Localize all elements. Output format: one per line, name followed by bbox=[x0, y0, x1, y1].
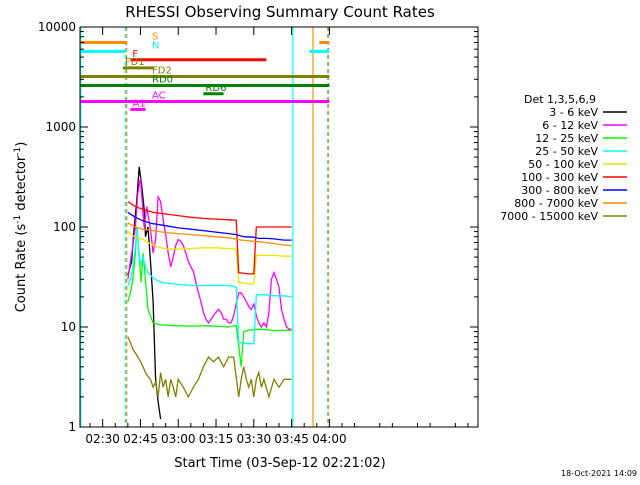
state-label-ac: AC bbox=[152, 90, 166, 101]
series-line-2 bbox=[127, 177, 292, 330]
y-axis-label: Count Rate (s-1 detector-1) bbox=[13, 142, 29, 313]
legend-label-7: 300 - 800 keV bbox=[521, 184, 598, 197]
y-tick-label-2: 10 bbox=[61, 320, 76, 334]
legend-title: Det 1,3,5,6,9 bbox=[524, 93, 596, 106]
y-tick-label-3: 100 bbox=[53, 220, 76, 234]
state-label-rd6: RD6 bbox=[205, 83, 226, 94]
timestamp-label: 18-Oct-2021 14:09 bbox=[561, 469, 637, 478]
legend-label-9: 7000 - 15000 keV bbox=[500, 210, 598, 223]
series-lines bbox=[127, 166, 292, 420]
vertical-markers bbox=[80, 27, 329, 427]
state-label-n: N bbox=[152, 40, 159, 51]
state-label-fd2: FD2 bbox=[152, 65, 172, 76]
axis-ticks: 02:30 02:45 03:00 03:15 03:30 03:45 04:00 1 10 10… bbox=[38, 20, 478, 446]
legend-label-5: 50 - 100 keV bbox=[528, 158, 598, 171]
series-line-7 bbox=[127, 211, 292, 241]
y-tick-label-1: 1 bbox=[68, 420, 76, 434]
x-tick-label-4: 03:15 bbox=[199, 432, 234, 446]
x-tick-label-3: 03:00 bbox=[161, 432, 196, 446]
legend-label-4: 25 - 50 keV bbox=[535, 145, 598, 158]
x-tick-label-6: 03:45 bbox=[274, 432, 309, 446]
series-line-4 bbox=[127, 229, 292, 345]
y-label-sup1: -1 bbox=[13, 215, 23, 224]
y-label-main: Count Rate (s bbox=[14, 224, 29, 313]
series-line-9 bbox=[127, 336, 292, 400]
legend-label-3: 12 - 25 keV bbox=[535, 132, 598, 145]
state-label-fd1: FD1 bbox=[125, 57, 145, 68]
y-tick-label-5: 10000 bbox=[38, 20, 76, 34]
y-tick-label-4: 1000 bbox=[45, 120, 76, 134]
series-line-8 bbox=[127, 222, 292, 247]
state-label-f: F bbox=[132, 49, 138, 60]
legend-label-1: 3 - 6 keV bbox=[549, 106, 598, 119]
y-label-end: ) bbox=[14, 142, 29, 147]
x-tick-label-5: 03:30 bbox=[237, 432, 272, 446]
x-tick-label-1: 02:30 bbox=[85, 432, 120, 446]
state-label-rd0: RD0 bbox=[152, 75, 173, 86]
y-label-sup2: -1 bbox=[13, 147, 23, 156]
series-line-5 bbox=[127, 231, 292, 285]
x-tick-label-7: 04:00 bbox=[312, 432, 347, 446]
y-label-mid: detector bbox=[14, 155, 29, 215]
x-tick-label-2: 02:45 bbox=[123, 432, 158, 446]
state-label-a1: A1 bbox=[132, 98, 145, 109]
chart-title: RHESSI Observing Summary Count Rates bbox=[125, 3, 435, 21]
x-axis-label: Start Time (03-Sep-12 02:21:02) bbox=[174, 456, 385, 471]
state-label-s: S bbox=[152, 31, 158, 42]
series-line-6 bbox=[127, 200, 292, 275]
legend-label-2: 6 - 12 keV bbox=[542, 119, 598, 132]
legend-label-6: 100 - 300 keV bbox=[521, 171, 598, 184]
legend-label-8: 800 - 7000 keV bbox=[514, 197, 598, 210]
